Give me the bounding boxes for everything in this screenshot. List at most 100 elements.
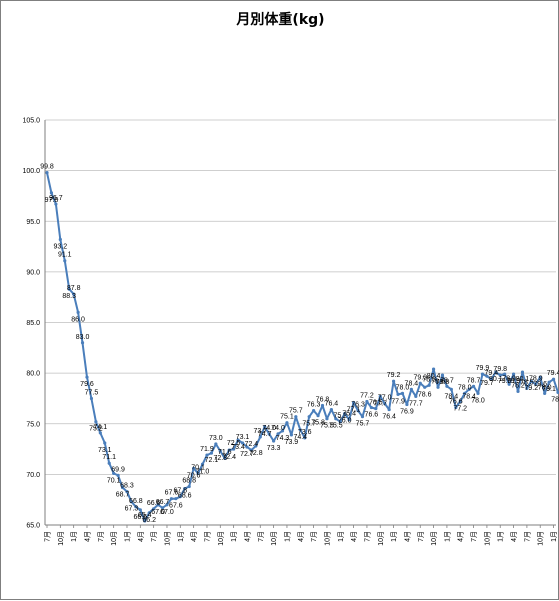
- data-point: [205, 453, 209, 457]
- data-label: 78.4: [405, 380, 419, 387]
- x-tick-label: 4月: [403, 531, 411, 542]
- data-label: 79.8: [493, 366, 507, 373]
- data-point: [85, 375, 89, 379]
- data-label: 74.7: [258, 431, 272, 438]
- data-label: 66.7: [156, 499, 170, 506]
- data-label: 99.8: [40, 164, 54, 171]
- data-point: [360, 415, 365, 419]
- label-layer: 99.8 97.896.7 93.2 91.1 88.387.8 86.0 83.0 79.6…: [40, 164, 559, 524]
- data-label: 70.1: [191, 464, 205, 471]
- x-tick-label: 1月: [337, 531, 345, 542]
- data-point: [352, 400, 356, 405]
- data-label: 67.6: [165, 490, 179, 497]
- data-label: 72.7: [240, 451, 254, 458]
- data-label: 73.3: [267, 445, 281, 452]
- data-label: 78.1: [551, 396, 559, 403]
- data-point: [152, 507, 156, 511]
- x-tick-label: 4月: [83, 531, 91, 542]
- data-point: [396, 392, 400, 396]
- data-point: [511, 372, 516, 376]
- data-label: 77.5: [85, 389, 99, 396]
- data-point: [476, 391, 480, 395]
- data-point: [227, 448, 231, 452]
- x-tick-label: 10月: [110, 531, 118, 546]
- data-label: 78.8: [422, 376, 436, 383]
- data-point: [196, 471, 200, 475]
- data-point: [329, 407, 333, 412]
- x-tick-label: 1月: [123, 531, 131, 542]
- data-label: 76.5: [369, 400, 383, 407]
- data-point: [365, 399, 369, 404]
- data-point: [316, 414, 320, 418]
- data-label: 73.1: [236, 434, 250, 441]
- data-label: 79.9: [507, 378, 521, 385]
- data-point: [236, 438, 240, 442]
- data-label: 68.8: [182, 478, 196, 485]
- data-point: [409, 387, 413, 391]
- chart-title: 月別体重(kg): [236, 12, 325, 28]
- data-label: 77.7: [373, 400, 387, 407]
- data-label: 75.5: [320, 423, 334, 430]
- data-point: [369, 405, 373, 410]
- data-label: 71.0: [196, 468, 210, 475]
- data-point: [183, 486, 187, 491]
- data-label: 76.9: [400, 409, 414, 416]
- data-point: [343, 412, 347, 416]
- data-point: [134, 505, 138, 509]
- data-label: 79.6: [533, 381, 547, 388]
- x-tick-label: 1月: [550, 531, 558, 542]
- data-point: [467, 387, 471, 391]
- data-point: [232, 447, 236, 451]
- grid-layer: [45, 119, 556, 526]
- data-point: [307, 415, 311, 419]
- data-point: [249, 448, 253, 452]
- data-point: [458, 399, 462, 404]
- data-label: 91.1: [58, 252, 72, 259]
- data-point: [89, 396, 94, 401]
- data-point: [298, 428, 302, 432]
- y-tick-label: 105.0: [22, 118, 40, 125]
- x-tick-label: 4月: [297, 531, 305, 542]
- data-point: [485, 374, 489, 378]
- data-label: 76.8: [316, 397, 330, 404]
- data-point: [187, 484, 191, 489]
- y-tick-label: 85.0: [26, 320, 40, 327]
- x-tick-label: 7月: [417, 531, 425, 542]
- data-point: [378, 394, 382, 399]
- x-tick-label: 7月: [150, 531, 158, 542]
- data-label: 78.6: [418, 391, 432, 398]
- data-label: 83.0: [76, 334, 90, 341]
- data-point: [303, 436, 307, 440]
- data-label: 78.0: [538, 384, 552, 391]
- data-point: [294, 415, 298, 419]
- data-point: [263, 425, 267, 429]
- x-tick-label: 1月: [177, 531, 185, 542]
- x-tick-label: 10月: [163, 531, 171, 546]
- data-label: 76.6: [365, 412, 379, 419]
- data-point: [516, 389, 520, 393]
- data-label: 76.3: [307, 402, 321, 409]
- data-label: 78.0: [458, 384, 472, 391]
- x-tick-label: 4月: [350, 531, 358, 542]
- data-point: [320, 403, 325, 408]
- data-label: 87.8: [67, 285, 81, 292]
- data-point: [76, 310, 80, 314]
- data-label: 73.9: [285, 439, 299, 446]
- data-label: 67.6: [169, 503, 183, 510]
- data-point: [489, 377, 493, 381]
- data-point: [45, 171, 49, 175]
- data-label: 80.1: [489, 376, 503, 383]
- data-label: 86.0: [71, 316, 85, 323]
- x-tick-label: 7月: [310, 531, 318, 542]
- data-label: 74.4: [293, 434, 307, 441]
- data-point: [400, 391, 405, 395]
- data-point: [254, 444, 258, 448]
- data-point: [480, 372, 485, 376]
- data-label: 73.1: [98, 447, 112, 454]
- data-point: [80, 341, 85, 345]
- data-point: [138, 508, 142, 512]
- data-point: [116, 473, 120, 477]
- data-label: 76.0: [338, 418, 352, 425]
- data-point: [94, 420, 98, 424]
